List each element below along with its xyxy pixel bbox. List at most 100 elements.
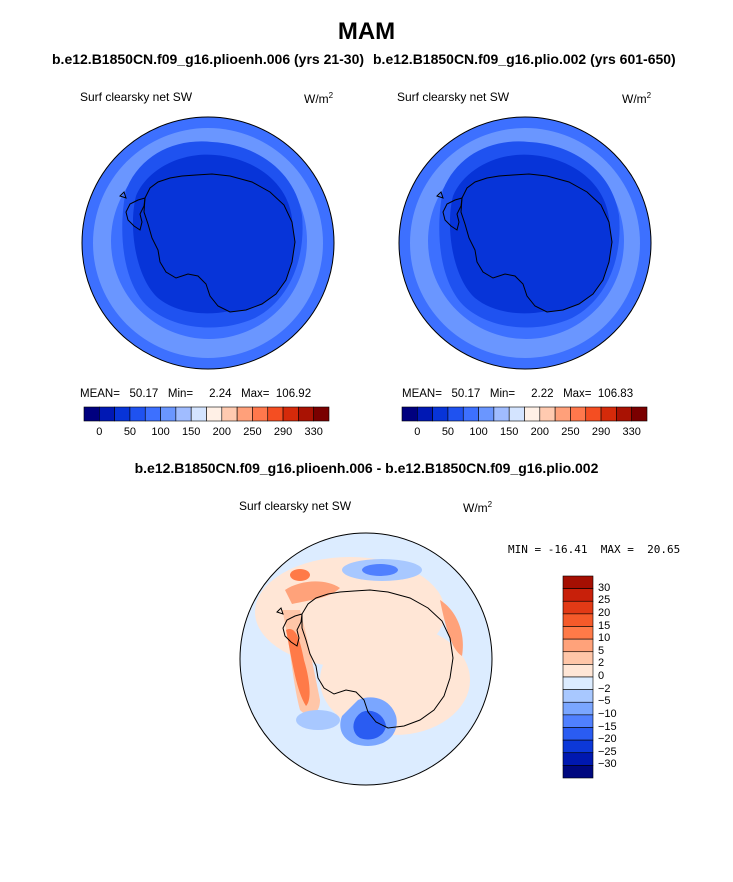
panel2-colorbar-cell — [478, 406, 495, 422]
panel2-colorbar-tick: 0 — [414, 426, 421, 438]
panel3-colorbar-cell — [562, 701, 594, 716]
panel3-colorbar-cell — [562, 638, 594, 653]
panel1-colorbar-cell — [221, 406, 238, 422]
panel2-peninsula — [442, 197, 463, 231]
panel1-colorbar-cell — [313, 406, 330, 422]
panel2-colorbar-tick: 200 — [530, 426, 549, 438]
panel1-colorbar-cell — [267, 406, 284, 422]
panel1-colorbar-cell — [160, 406, 177, 422]
panel2-colorbar-cell — [600, 406, 617, 422]
panel1-map-boundary — [81, 116, 335, 370]
panel3-colorbar-tick: −2 — [598, 682, 611, 695]
panel3-colorbar-cell — [562, 765, 594, 779]
panel3-pos-region-2 — [320, 625, 470, 735]
panel3-colorbar-tick: 5 — [598, 644, 605, 657]
panel2-coastline — [460, 173, 613, 313]
panel3-coastline — [301, 589, 454, 729]
panel1-colorbar-tick: 0 — [96, 426, 103, 438]
panel2-colorbar-cell — [417, 406, 433, 422]
panel3-pos-nw — [285, 581, 340, 604]
panel3-map-boundary — [239, 532, 493, 786]
panel2-colorbar-cell — [462, 406, 479, 422]
panel1-colorbar-tick: 150 — [182, 426, 201, 438]
panel3-colorbar-cell — [562, 714, 594, 728]
panel2-band-core — [449, 154, 610, 314]
panel3-colorbar-tick: 2 — [598, 657, 605, 670]
panel1-colorbar-cell — [252, 406, 269, 422]
panel1-colorbar-tick: 250 — [243, 426, 262, 438]
panel3-title: b.e12.B1850CN.f09_g16.plioenh.006 - b.e1… — [134, 460, 599, 476]
panel1-colorbar-cell — [236, 406, 253, 422]
panel1-colorbar-cell — [298, 406, 314, 422]
panel2-variable: Surf clearsky net SW — [397, 90, 510, 104]
panel3-stats: MIN = -16.41 MAX = 20.65 — [508, 543, 681, 556]
panel3-neg-south — [340, 697, 397, 746]
panel3-peninsula — [282, 613, 303, 647]
panel3-colorbar-cell — [562, 613, 594, 627]
panel1-colorbar-tick: 330 — [304, 426, 323, 438]
panel3-colorbar-cell — [562, 651, 594, 665]
panel3-colorbar-cell — [562, 664, 594, 678]
panel3-colorbar-tick: 15 — [598, 619, 611, 632]
panel3-neg-north — [342, 559, 422, 581]
season-title: MAM — [337, 18, 396, 45]
panel1-band-outer — [82, 117, 334, 369]
panel1-colorbar-tick: 290 — [273, 426, 293, 438]
panel3-colorbar-cell — [562, 600, 594, 615]
panel1-colorbar-cell — [114, 406, 131, 422]
panel1-field — [82, 117, 334, 369]
panel2-colorbar-cell — [585, 406, 602, 422]
panel1-colorbar-cell — [83, 406, 100, 422]
panel1-title: b.e12.B1850CN.f09_g16.plioenh.006 (yrs 2… — [52, 51, 365, 67]
panel2-field — [399, 117, 651, 369]
panel2-colorbar-cell — [447, 406, 464, 422]
panel3-pos-west — [282, 610, 320, 715]
panel3-neg-sw — [296, 710, 340, 730]
panel1-colorbar-cell — [282, 406, 299, 422]
panel2-band-outer — [399, 117, 651, 369]
panel2-colorbar-tick: 330 — [622, 426, 641, 438]
panel3-field — [240, 533, 492, 785]
panel2-map-boundary — [398, 116, 652, 370]
panel1-colorbar-cell — [144, 406, 161, 422]
panel2-colorbar-cell — [554, 406, 571, 422]
panel3-pos-west-core — [286, 629, 310, 706]
panel1-units-sup: 2 — [328, 91, 334, 100]
panel3-colorbar-cell — [562, 575, 594, 589]
panel2-colorbar-cell — [432, 406, 449, 422]
panel1-colorbar-tick: 200 — [212, 426, 231, 438]
panel3-colorbar-tick: −15 — [598, 720, 617, 733]
panel1-band-mid — [111, 143, 307, 339]
panel1-peninsula — [125, 197, 146, 231]
panel3-colorbar-cell — [562, 588, 594, 602]
panel2-colorbar-tick: 100 — [469, 426, 488, 438]
panel3-neg-south-core — [353, 710, 386, 740]
panel2-colorbar-cell — [570, 406, 587, 422]
panel2-stats: MEAN= 50.17 Min= 2.22 Max= 106.83 — [402, 388, 634, 400]
panel1-variable: Surf clearsky net SW — [80, 90, 193, 104]
panel1-colorbar-cell — [129, 406, 146, 422]
panel3-colorbar-tick: 10 — [598, 632, 611, 645]
panel2-colorbar-cell — [524, 406, 541, 422]
panel1-units: W/m2 — [304, 91, 333, 106]
panel1-band-core — [132, 154, 293, 314]
panel3-pos-region-1 — [255, 557, 445, 667]
panel2-island — [436, 191, 444, 199]
panel2-band-light — [410, 128, 640, 358]
panel2-units: W/m2 — [622, 91, 651, 106]
panel2-colorbar-cell — [401, 406, 418, 422]
panel2-colorbar-cell — [631, 406, 648, 422]
panel2-band-inner — [439, 141, 620, 328]
panel3-colorbar-cell — [562, 689, 594, 703]
panel3-island — [276, 607, 284, 615]
panel3-colorbar-tick: 20 — [598, 606, 611, 619]
panel2-colorbar-tick: 150 — [500, 426, 519, 438]
panel3-units: W/m2 — [463, 500, 492, 515]
panel1-stats: MEAN= 50.17 Min= 2.24 Max= 106.92 — [80, 388, 312, 400]
